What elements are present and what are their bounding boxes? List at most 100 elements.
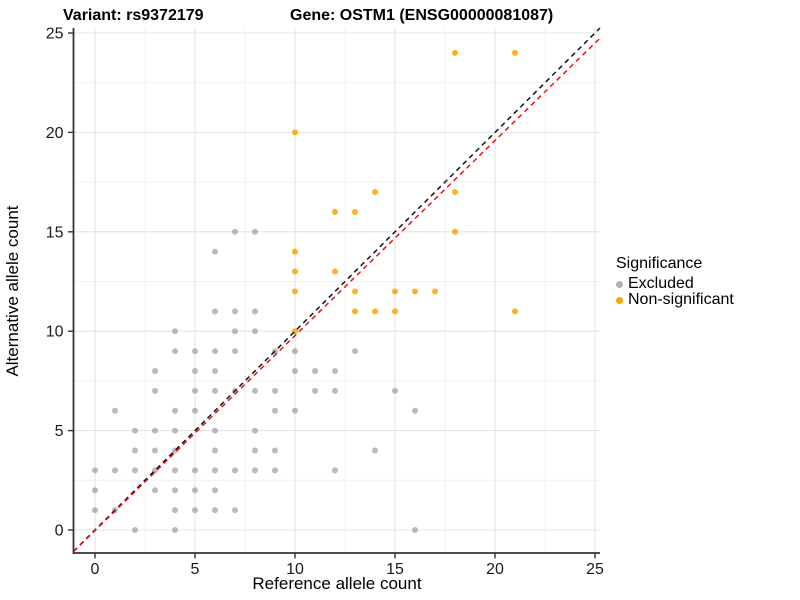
- data-point-excluded: [172, 467, 178, 474]
- x-axis-title: Reference allele count: [252, 574, 422, 593]
- data-point-excluded: [252, 447, 258, 454]
- data-point-excluded: [232, 328, 238, 335]
- data-point-excluded: [152, 447, 158, 454]
- data-point-excluded: [132, 447, 138, 454]
- data-point-excluded: [212, 308, 218, 315]
- data-point-excluded: [172, 507, 178, 514]
- x-tick-label: 10: [286, 561, 304, 578]
- legend-item-non-significant: Non-significant: [616, 291, 734, 308]
- data-point-excluded: [292, 367, 298, 374]
- data-point-non-significant: [332, 208, 338, 215]
- data-point-excluded: [312, 367, 318, 374]
- data-point-excluded: [172, 527, 178, 533]
- data-point-excluded: [132, 527, 138, 533]
- data-point-excluded: [212, 467, 218, 474]
- data-point-excluded: [412, 407, 418, 414]
- data-point-excluded: [212, 487, 218, 494]
- plot-title-gene: Gene: OSTM1 (ENSG00000081087): [290, 7, 554, 24]
- data-point-excluded: [192, 367, 198, 374]
- data-point-excluded: [272, 467, 278, 474]
- y-tick-label: 15: [46, 224, 64, 241]
- data-point-non-significant: [292, 248, 298, 255]
- legend-item-label: Non-significant: [628, 291, 734, 308]
- data-point-excluded: [332, 367, 338, 374]
- data-point-excluded: [232, 308, 238, 315]
- data-point-excluded: [92, 467, 98, 474]
- data-point-excluded: [232, 348, 238, 355]
- data-point-excluded: [412, 527, 418, 533]
- data-point-excluded: [212, 447, 218, 454]
- data-point-excluded: [132, 427, 138, 434]
- data-point-excluded: [312, 387, 318, 394]
- data-point-excluded: [192, 507, 198, 514]
- data-point-excluded: [92, 487, 98, 494]
- data-point-excluded: [112, 467, 118, 474]
- data-point-non-significant: [412, 288, 418, 295]
- y-tick-label: 10: [46, 324, 64, 341]
- data-point-non-significant: [292, 129, 298, 136]
- data-point-excluded: [352, 348, 358, 355]
- data-point-excluded: [232, 507, 238, 514]
- data-point-excluded: [212, 507, 218, 514]
- data-point-excluded: [292, 348, 298, 355]
- data-point-excluded: [272, 387, 278, 394]
- legend-item-label: Excluded: [628, 275, 694, 292]
- data-point-excluded: [252, 467, 258, 474]
- y-axis-title: Alternative allele count: [3, 205, 22, 377]
- data-point-excluded: [252, 427, 258, 434]
- data-point-excluded: [252, 328, 258, 335]
- data-point-non-significant: [392, 308, 398, 315]
- data-point-excluded: [212, 248, 218, 255]
- plot-title-variant: Variant: rs9372179: [63, 7, 204, 24]
- data-point-non-significant: [372, 189, 378, 196]
- data-point-excluded: [192, 387, 198, 394]
- data-point-excluded: [212, 348, 218, 355]
- data-point-excluded: [172, 348, 178, 355]
- data-point-non-significant: [292, 288, 298, 295]
- data-point-excluded: [252, 308, 258, 315]
- identity-line: [72, 27, 601, 552]
- fit-line: [72, 37, 601, 553]
- data-point-excluded: [232, 467, 238, 474]
- y-tick-label: 25: [46, 26, 64, 43]
- data-point-non-significant: [432, 288, 438, 295]
- legend-item-excluded: Excluded: [616, 275, 734, 292]
- data-point-excluded: [212, 427, 218, 434]
- data-point-excluded: [272, 447, 278, 454]
- legend: Significance Excluded Non-significant: [616, 255, 734, 308]
- x-tick-label: 0: [91, 561, 100, 578]
- data-point-excluded: [92, 507, 98, 514]
- data-point-non-significant: [372, 308, 378, 315]
- legend-title: Significance: [616, 255, 703, 272]
- data-point-excluded: [112, 407, 118, 414]
- data-point-excluded: [192, 487, 198, 494]
- data-point-excluded: [152, 387, 158, 394]
- data-point-non-significant: [392, 288, 398, 295]
- data-point-non-significant: [352, 208, 358, 215]
- data-point-excluded: [172, 407, 178, 414]
- data-point-excluded: [232, 228, 238, 235]
- data-point-excluded: [372, 447, 378, 454]
- data-point-excluded: [272, 407, 278, 414]
- x-tick-label: 20: [486, 561, 504, 578]
- data-point-excluded: [212, 387, 218, 394]
- data-point-excluded: [192, 407, 198, 414]
- data-point-excluded: [152, 487, 158, 494]
- y-tick-label: 0: [55, 523, 64, 540]
- data-point-non-significant: [512, 49, 518, 56]
- data-point-excluded: [332, 387, 338, 394]
- x-tick-label: 25: [586, 561, 604, 578]
- y-tick-label: 20: [46, 125, 64, 142]
- data-point-excluded: [132, 467, 138, 474]
- data-point-non-significant: [452, 49, 458, 56]
- data-point-excluded: [252, 228, 258, 235]
- data-point-non-significant: [452, 189, 458, 196]
- data-point-excluded: [192, 467, 198, 474]
- data-point-excluded: [212, 367, 218, 374]
- data-point-excluded: [332, 467, 338, 474]
- data-point-non-significant: [352, 308, 358, 315]
- y-tick-label: 5: [55, 423, 64, 440]
- data-point-non-significant: [332, 268, 338, 275]
